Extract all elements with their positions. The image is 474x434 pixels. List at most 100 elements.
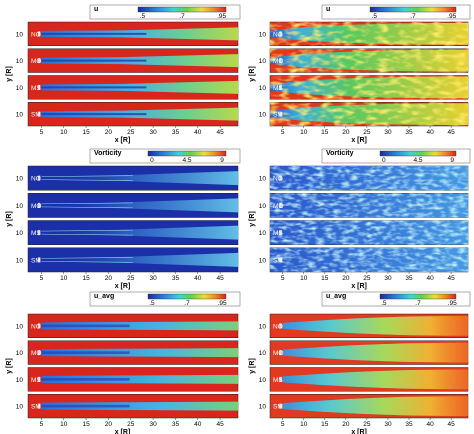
strip-mo: MO 10 [16,340,239,365]
strip-label: SM [273,404,283,411]
x-tick-label: 45 [448,421,456,428]
colorbar-gradient [379,293,457,300]
shear-layer-top [41,229,134,232]
colorbar: Vorticity 0 4.5 9 [321,148,471,164]
mean-jet-centerline [41,351,130,354]
turbulent-speckle [270,22,468,46]
y-axis-label: y [R] [249,66,256,82]
strip-mo: MO 10 [16,48,239,73]
nozzle-marker [279,403,282,409]
colorbar-gradient [147,150,227,157]
colorbar-tick-label: .7 [184,300,190,307]
y-tick-label: 10 [259,112,267,119]
x-tick-label: 45 [217,421,225,428]
y-axis-label: y [R] [6,358,13,374]
vorticity-speckle [270,220,468,245]
strip-label: MS [31,377,41,384]
nozzle-marker [279,257,282,263]
x-tick-label: 5 [281,275,285,282]
strip-label: NO [273,323,283,330]
strip-label: MS [273,85,283,92]
strip-label: MO [273,203,283,210]
y-tick-label: 10 [16,203,24,210]
colorbar-tick-label: .5 [372,13,378,20]
x-tick-label: 20 [342,421,350,428]
x-tick-label: 40 [426,129,434,136]
x-tick-label: 40 [426,421,434,428]
y-tick-label: 10 [259,230,267,237]
y-tick-label: 10 [259,377,267,384]
strip-label: SM [31,404,41,411]
nozzle-marker [279,58,282,64]
y-tick-label: 10 [16,58,24,65]
chart-panel-4: Vorticity 0 4.5 9 NO 10 MO 10 MS 10 SM 10 5 10 15 20 25 3… [249,148,471,290]
x-tick-label: 5 [40,421,44,428]
colorbar: u .5 .7 .95 [89,4,241,20]
x-tick-label: 35 [405,129,413,136]
vorticity-wake [41,252,239,267]
mean-jet-core [41,348,239,358]
shear-layer-top [41,175,134,177]
x-tick-label: 20 [342,275,350,282]
strip-label: NO [31,323,41,330]
y-tick-label: 10 [259,31,267,38]
y-tick-label: 10 [16,31,24,38]
x-tick-label: 30 [149,421,157,428]
x-tick-label: 35 [405,275,413,282]
x-tick-label: 20 [105,275,113,282]
x-tick-label: 10 [300,421,308,428]
shear-layer-bottom [41,206,134,209]
x-tick-label: 10 [60,275,68,282]
x-tick-label: 15 [82,129,90,136]
y-tick-label: 10 [259,350,267,357]
shear-layer-top [41,257,134,259]
x-tick-label: 35 [172,421,180,428]
x-tick-label: 20 [105,421,113,428]
nozzle-marker [37,323,41,329]
chart-panel-5: u_avg .5 .7 .95 NO 10 MO 10 MS 10 SM 10 5 10 15 20 25 30 3… [6,291,241,434]
strip-no: NO 10 [16,313,239,338]
y-tick-label: 10 [259,257,267,264]
x-tick-label: 45 [448,275,456,282]
strip-label: MO [31,58,41,65]
x-tick-label: 30 [384,275,392,282]
strip-label: NO [273,31,283,38]
strip-ms: MS 10 [16,220,239,245]
y-tick-label: 10 [259,58,267,65]
x-tick-label: 10 [60,421,68,428]
colorbar-gradient [137,6,227,13]
nozzle-marker [37,31,41,37]
strip-label: NO [273,176,283,183]
nozzle-marker [37,230,41,236]
x-tick-label: 25 [127,129,135,136]
nozzle-marker [37,257,41,263]
x-tick-label: 15 [321,129,329,136]
strip-ms: MS 10 [259,367,469,392]
strip-mo: MO 10 [259,193,469,218]
y-axis-label: y [R] [6,66,13,82]
x-tick-label: 15 [321,275,329,282]
strip-sm: SM 10 [259,102,469,127]
x-axis-label: x [R] [115,429,131,434]
colorbar-tick-label: .7 [415,300,421,307]
colorbar-gradient [369,6,457,13]
colorbar-tick-label: .7 [410,13,416,20]
y-tick-label: 10 [259,404,267,411]
nozzle-marker [279,350,282,356]
x-tick-label: 30 [149,275,157,282]
colorbar-tick-label: .5 [381,300,387,307]
colorbar: u_avg .5 .7 .95 [89,291,241,307]
y-tick-label: 10 [16,350,24,357]
strip-sm: SM 10 [16,247,239,273]
y-tick-label: 10 [16,230,24,237]
x-tick-label: 45 [217,275,225,282]
colorbar: Vorticity 0 4.5 9 [89,148,241,164]
y-tick-label: 10 [16,257,24,264]
shear-layer-bottom [41,179,134,181]
nozzle-marker [37,58,41,64]
colorbar-label: Vorticity [94,150,122,157]
turbulent-speckle [270,75,468,100]
x-tick-label: 40 [426,275,434,282]
nozzle-marker [279,175,282,181]
nozzle-marker [37,111,41,117]
